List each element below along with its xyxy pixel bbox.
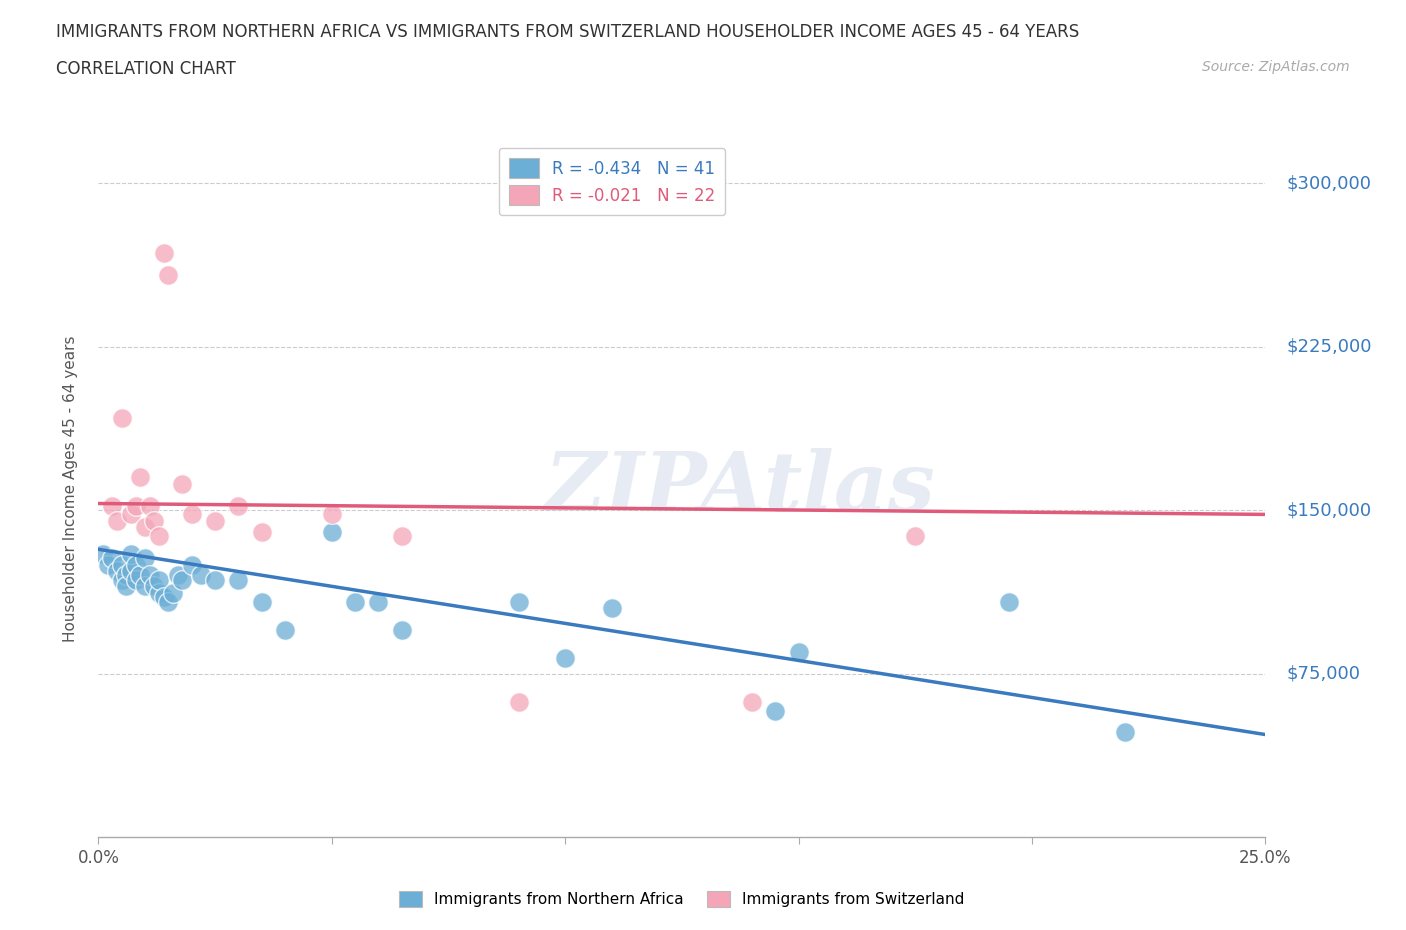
Point — [600, 601, 623, 616]
Point — [321, 525, 343, 539]
Point — [367, 594, 389, 609]
Text: $75,000: $75,000 — [1286, 665, 1361, 683]
Point — [105, 564, 128, 578]
Point — [180, 507, 202, 522]
Point — [115, 578, 138, 593]
Point — [139, 568, 162, 583]
Point — [391, 622, 413, 637]
Point — [111, 557, 134, 572]
Text: $300,000: $300,000 — [1286, 174, 1371, 193]
Point — [134, 520, 156, 535]
Point — [157, 267, 180, 282]
Text: CORRELATION CHART: CORRELATION CHART — [56, 60, 236, 78]
Point — [157, 594, 180, 609]
Point — [162, 586, 184, 601]
Point — [228, 572, 250, 587]
Point — [129, 568, 152, 583]
Point — [120, 507, 142, 522]
Point — [190, 568, 212, 583]
Point — [143, 578, 166, 593]
Point — [143, 513, 166, 528]
Legend: Immigrants from Northern Africa, Immigrants from Switzerland: Immigrants from Northern Africa, Immigra… — [394, 884, 970, 913]
Point — [741, 695, 763, 710]
Point — [111, 572, 134, 587]
Point — [125, 557, 148, 572]
Point — [125, 498, 148, 513]
Point — [172, 476, 194, 491]
Point — [228, 498, 250, 513]
Point — [134, 578, 156, 593]
Point — [204, 572, 226, 587]
Point — [129, 470, 152, 485]
Point — [787, 644, 810, 659]
Point — [105, 513, 128, 528]
Text: Source: ZipAtlas.com: Source: ZipAtlas.com — [1202, 60, 1350, 74]
Point — [508, 695, 530, 710]
Point — [1114, 725, 1136, 740]
Point — [204, 513, 226, 528]
Point — [120, 564, 142, 578]
Point — [321, 507, 343, 522]
Point — [180, 557, 202, 572]
Point — [250, 525, 273, 539]
Point — [101, 551, 124, 565]
Point — [391, 529, 413, 544]
Text: $225,000: $225,000 — [1286, 338, 1372, 355]
Point — [508, 594, 530, 609]
Point — [152, 246, 174, 260]
Point — [172, 572, 194, 587]
Point — [91, 546, 114, 561]
Point — [274, 622, 297, 637]
Point — [763, 703, 786, 718]
Point — [250, 594, 273, 609]
Text: IMMIGRANTS FROM NORTHERN AFRICA VS IMMIGRANTS FROM SWITZERLAND HOUSEHOLDER INCOM: IMMIGRANTS FROM NORTHERN AFRICA VS IMMIG… — [56, 23, 1080, 41]
Point — [148, 572, 170, 587]
Text: ZIPAtlas: ZIPAtlas — [544, 448, 936, 528]
Point — [166, 568, 188, 583]
Point — [134, 551, 156, 565]
Point — [152, 590, 174, 604]
Point — [101, 498, 124, 513]
Text: $150,000: $150,000 — [1286, 501, 1372, 519]
Point — [120, 546, 142, 561]
Point — [111, 411, 134, 426]
Y-axis label: Householder Income Ages 45 - 64 years: Householder Income Ages 45 - 64 years — [63, 335, 77, 642]
Point — [148, 529, 170, 544]
Point — [997, 594, 1019, 609]
Point — [344, 594, 367, 609]
Point — [97, 557, 120, 572]
Point — [139, 498, 162, 513]
Point — [904, 529, 927, 544]
Point — [115, 568, 138, 583]
Point — [554, 651, 576, 666]
Point — [148, 586, 170, 601]
Point — [125, 572, 148, 587]
